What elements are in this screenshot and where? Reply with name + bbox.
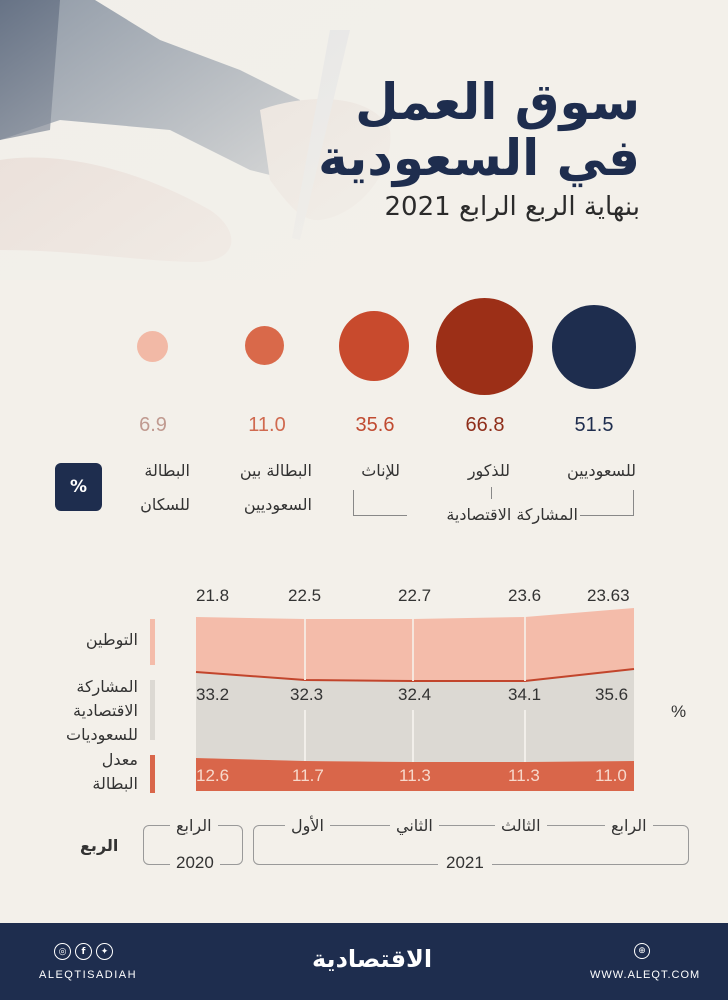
- title-line-2: في السعودية: [318, 129, 640, 187]
- value-males: 66.8: [465, 414, 505, 436]
- label-line: البطالة بين: [239, 461, 312, 480]
- twitter-icon[interactable]: ✦: [96, 943, 113, 960]
- bubble-saudis: [552, 305, 636, 389]
- chart-unit: %: [671, 702, 687, 721]
- page-title: سوق العمل في السعودية: [318, 74, 640, 186]
- quarter-q4-2021: الرابع: [605, 816, 653, 835]
- value-unemployment-saudis: 11.0: [248, 414, 286, 436]
- bubble-unemployment-population: [137, 331, 168, 362]
- legend-swatch-unemployment: [150, 755, 155, 793]
- label-line: للسكان: [140, 495, 190, 514]
- unemployment-value: 11.0: [595, 766, 627, 785]
- legend-line: المشاركة: [76, 677, 138, 696]
- social-icons: ◎ f ✦: [52, 943, 115, 960]
- header-photo: [0, 0, 400, 280]
- participation-value: 32.4: [398, 685, 432, 704]
- unit-badge: %: [55, 463, 102, 511]
- participation-value: 34.1: [508, 685, 542, 704]
- label-males: للذكور: [467, 461, 510, 480]
- saudization-value: 22.5: [288, 586, 322, 605]
- label-unemployment-saudis: البطالة بين السعوديين: [240, 454, 312, 522]
- area-chart: [190, 600, 640, 800]
- saudization-value: 21.8: [196, 586, 230, 605]
- participation-bracket-right: [580, 490, 634, 516]
- saudization-value: 23.6: [508, 586, 542, 605]
- legend-line: الاقتصادية: [73, 701, 138, 720]
- quarter-q1-2021: الأول: [285, 816, 330, 835]
- page-subtitle: بنهاية الربع الرابع 2021: [384, 192, 640, 222]
- legend-swatch-saudization: [150, 619, 155, 665]
- bubble-males: [436, 298, 533, 395]
- legend-line: للسعوديات: [66, 725, 138, 744]
- participation-value: 33.2: [196, 685, 230, 704]
- label-line: السعوديين: [243, 495, 312, 514]
- website-link[interactable]: WWW.ALEQT.COM: [590, 969, 701, 981]
- globe-icon: ⊕: [634, 943, 650, 959]
- bubble-unemployment-saudis: [245, 326, 284, 365]
- legend-swatch-participation: [150, 680, 155, 740]
- saudization-value: 23.63: [587, 586, 630, 605]
- quarter-q2-2021: الثاني: [390, 816, 439, 835]
- participation-value: 35.6: [595, 685, 629, 704]
- title-line-1: سوق العمل: [355, 73, 640, 131]
- unemployment-value: 11.3: [399, 766, 431, 785]
- label-unemployment-population: البطالة للسكان: [140, 454, 190, 522]
- participation-group-label: المشاركة الاقتصادية: [446, 505, 578, 524]
- value-saudis: 51.5: [574, 414, 614, 436]
- legend-line: البطالة: [92, 774, 138, 793]
- bubble-females: [339, 311, 409, 381]
- unemployment-value: 11.3: [508, 766, 540, 785]
- legend-label-saudization: التوطين: [85, 630, 138, 649]
- value-unemployment-population: 6.9: [139, 414, 167, 436]
- social-handle[interactable]: ALEQTISADIAH: [39, 969, 138, 981]
- value-females: 35.6: [355, 414, 395, 436]
- legend-line: معدل: [101, 750, 138, 769]
- instagram-icon[interactable]: ◎: [54, 943, 71, 960]
- legend-label-participation: المشاركة الاقتصادية للسعوديات: [66, 675, 138, 747]
- year-2021: 2021: [438, 853, 492, 873]
- facebook-icon[interactable]: f: [75, 943, 92, 960]
- label-females: للإناث: [361, 461, 400, 480]
- quarter-q3-2021: الثالث: [495, 816, 547, 835]
- participation-bracket-left: [353, 490, 407, 516]
- legend-label-unemployment: معدل البطالة: [92, 748, 138, 796]
- year-2020: 2020: [170, 853, 220, 873]
- label-saudis: للسعوديين: [566, 461, 636, 480]
- participation-bracket-mid: [491, 487, 492, 499]
- quarter-q4-2020: الرابع: [170, 816, 218, 835]
- brand-logo: الاقتصادية: [312, 945, 433, 973]
- label-line: البطالة: [144, 461, 190, 480]
- axis-title: الربع: [80, 836, 119, 855]
- saudization-value: 22.7: [398, 586, 432, 605]
- unemployment-value: 11.7: [292, 766, 324, 785]
- footer: ◎ f ✦ ALEQTISADIAH الاقتصادية ⊕ WWW.ALEQ…: [0, 923, 728, 1000]
- unemployment-value: 12.6: [196, 766, 230, 785]
- participation-value: 32.3: [290, 685, 324, 704]
